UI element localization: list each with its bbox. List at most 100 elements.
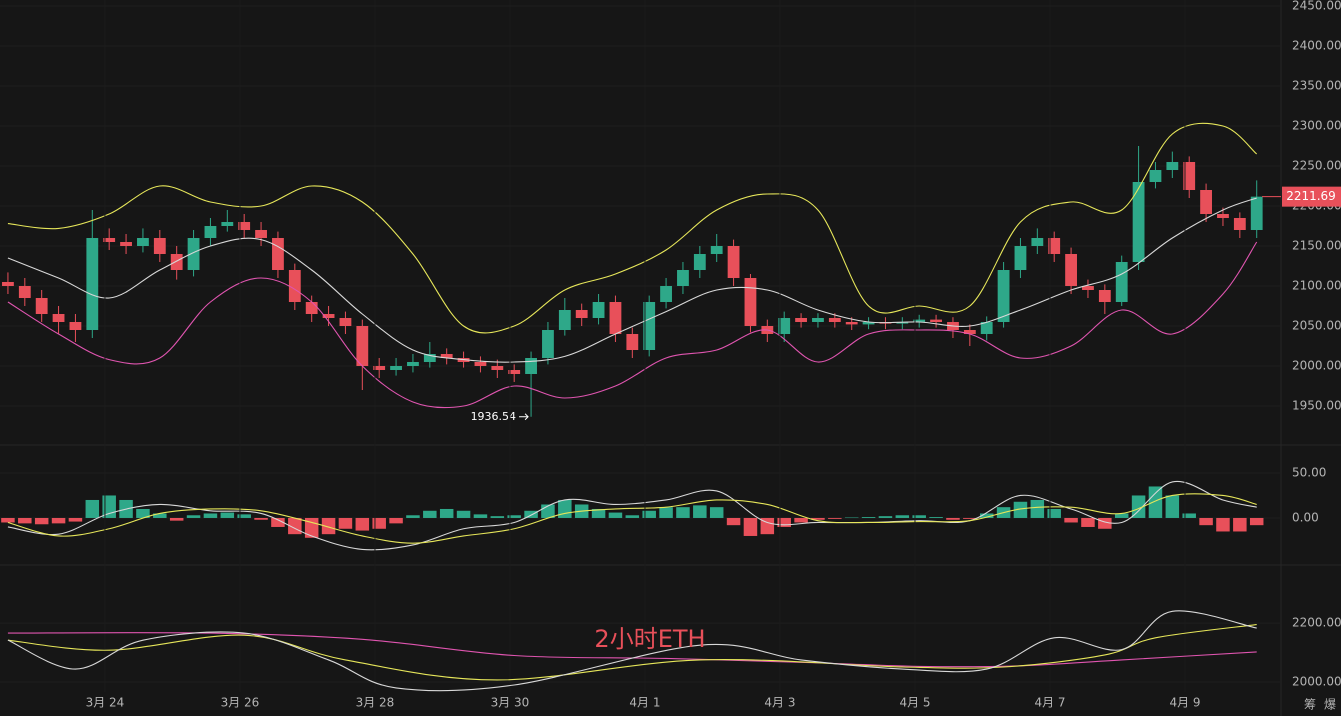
macd-bar — [439, 508, 454, 518]
candle-body — [86, 238, 99, 330]
candle-body — [1233, 218, 1246, 230]
candle-body — [609, 302, 622, 334]
macd-bar — [844, 517, 859, 519]
macd-bar — [608, 512, 623, 518]
macd-bar — [507, 515, 521, 518]
candle-body — [390, 366, 402, 370]
macd-bar — [51, 517, 66, 524]
candle-body — [373, 366, 386, 370]
macd-bar — [912, 515, 926, 518]
y-tick-label: 2200.00 — [1292, 616, 1341, 630]
macd-bar — [642, 510, 656, 518]
line — [7, 493, 1257, 544]
y-tick-label: 2100.00 — [1292, 279, 1341, 293]
candle-body — [440, 354, 453, 358]
macd-bar — [490, 516, 505, 518]
macd-bar — [1182, 513, 1196, 518]
candle-body — [339, 318, 352, 326]
y-tick-label: 2400.00 — [1292, 39, 1341, 53]
macd-bar — [389, 517, 403, 524]
y-tick-label: 2000.00 — [1292, 359, 1341, 373]
candle-body — [795, 318, 807, 322]
candle-body — [69, 322, 82, 330]
macd-bar — [254, 517, 268, 520]
candle-body — [474, 362, 487, 366]
candle-body — [356, 326, 369, 366]
candle-body — [930, 319, 942, 322]
macd-bar — [693, 505, 707, 518]
macd-bar — [659, 507, 673, 518]
macd-bar — [1199, 517, 1213, 526]
candle-body — [744, 278, 757, 326]
macd-bar — [1081, 517, 1095, 527]
candle-body — [1149, 170, 1162, 182]
candle-body — [305, 302, 318, 314]
macd-bar — [709, 507, 724, 518]
candle-body — [103, 238, 116, 242]
macd-bar — [136, 508, 150, 518]
y-tick-label: 2000.00 — [1292, 675, 1341, 689]
candle-body — [778, 318, 791, 334]
y-tick-label: 50.00 — [1292, 465, 1326, 479]
x-tick-label: 3月 26 — [221, 696, 260, 710]
candle-body — [643, 302, 656, 350]
candle-body — [542, 330, 554, 358]
macd-bar — [811, 517, 825, 520]
candle-body — [272, 238, 284, 270]
candle-body — [710, 246, 723, 254]
y-tick-label: 2250.00 — [1292, 159, 1341, 173]
candle-body — [677, 270, 689, 286]
candle-body — [693, 254, 706, 270]
macd-bar — [355, 517, 370, 531]
candle-body — [812, 318, 824, 322]
macd-bar — [828, 517, 842, 519]
low-annotation: 1936.54 — [471, 410, 517, 423]
macd-bar — [946, 517, 960, 520]
x-tick-label: 4月 5 — [899, 696, 930, 710]
candle-body — [35, 298, 48, 314]
candle-body — [423, 354, 436, 362]
macd-bar — [558, 499, 572, 518]
macd-bar — [321, 517, 336, 535]
macd-bar — [794, 517, 808, 523]
candle-body — [137, 238, 149, 246]
macd-bar — [1233, 517, 1247, 532]
macd-bar — [34, 517, 49, 525]
candle-body — [1098, 290, 1111, 302]
line — [7, 632, 1257, 668]
macd-bar — [777, 517, 791, 527]
candle-body — [828, 318, 841, 322]
candle-body — [913, 319, 926, 322]
candle-body — [862, 322, 875, 325]
macd-bar — [1047, 508, 1061, 518]
candle-body — [18, 286, 31, 298]
macd-bar — [237, 514, 251, 518]
line — [7, 122, 1258, 334]
candle-body — [170, 254, 183, 270]
candle-body — [491, 366, 504, 370]
macd-bar — [743, 517, 758, 536]
line — [7, 480, 1257, 551]
macd-bar — [271, 517, 285, 527]
candle-body — [2, 282, 14, 286]
y-tick-label: 2350.00 — [1292, 79, 1341, 93]
candle-body — [1250, 196, 1263, 230]
candle-body — [997, 270, 1010, 322]
macd-bar — [18, 517, 32, 524]
candle-body — [845, 322, 858, 325]
candle-body — [1200, 190, 1212, 214]
candle-body — [204, 226, 217, 238]
y-tick-label: 2300.00 — [1292, 119, 1341, 133]
macd-bar — [1013, 501, 1028, 518]
line — [7, 610, 1257, 692]
macd-bar — [1249, 517, 1264, 526]
macd-bar — [1216, 517, 1230, 532]
macd-bar — [406, 515, 420, 518]
line — [7, 197, 1257, 363]
candle-body — [52, 314, 65, 322]
x-tick-label: 4月 9 — [1169, 696, 1200, 710]
macd-bar — [1064, 517, 1078, 523]
